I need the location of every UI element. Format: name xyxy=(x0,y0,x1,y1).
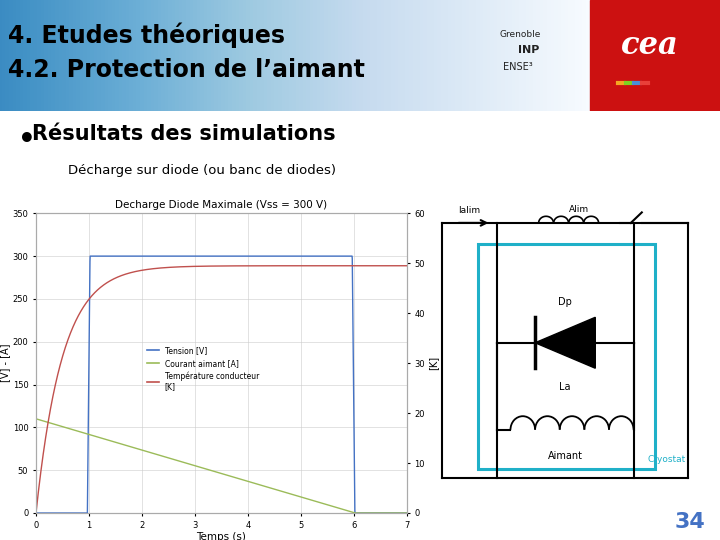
Tension [V] xyxy=(212,253,221,259)
Courant aimant [A] xyxy=(392,510,400,516)
Courant aimant [A] xyxy=(324,502,333,508)
Text: 34: 34 xyxy=(674,512,705,532)
Bar xyxy=(590,0,720,111)
Text: Aimant: Aimant xyxy=(548,451,582,461)
Tension [V] xyxy=(392,510,400,516)
Tension [V] xyxy=(86,253,94,259)
Courant aimant [A] xyxy=(402,510,411,516)
Courant aimant [A] xyxy=(392,510,400,516)
Tension [V] xyxy=(32,510,40,516)
Line: Courant aimant [A]: Courant aimant [A] xyxy=(36,419,407,513)
Tension [V] xyxy=(392,510,400,516)
Tension [V] xyxy=(324,253,333,259)
Y-axis label: [K]: [K] xyxy=(428,356,438,370)
Y-axis label: [V] - [A]: [V] - [A] xyxy=(0,344,9,382)
Courant aimant [A] xyxy=(212,469,220,475)
Text: La: La xyxy=(559,382,571,392)
Bar xyxy=(477,244,655,469)
Text: Grenoble: Grenoble xyxy=(500,30,541,39)
Text: 4.2. Protection de l’aimant: 4.2. Protection de l’aimant xyxy=(8,58,365,83)
Courant aimant [A] xyxy=(32,416,40,422)
Tension [V] xyxy=(202,253,211,259)
Courant aimant [A] xyxy=(351,510,359,516)
Line: Tension [V]: Tension [V] xyxy=(36,256,407,513)
Tension [V] xyxy=(402,510,411,516)
Text: •: • xyxy=(18,126,36,154)
Legend: Tension [V], Courant aimant [A], Température conducteur
[K]: Tension [V], Courant aimant [A], Tempéra… xyxy=(144,343,262,395)
X-axis label: Temps (s): Temps (s) xyxy=(197,532,246,540)
Text: Dp: Dp xyxy=(558,297,572,307)
Courant aimant [A] xyxy=(50,421,59,428)
Text: Cryostat: Cryostat xyxy=(647,455,685,464)
Text: 4. Etudes théoriques: 4. Etudes théoriques xyxy=(8,22,285,48)
Text: INP: INP xyxy=(518,45,539,55)
Text: ENSE³: ENSE³ xyxy=(503,63,533,72)
Tension [V] xyxy=(50,510,59,516)
Text: Décharge sur diode (ou banc de diodes): Décharge sur diode (ou banc de diodes) xyxy=(68,164,336,177)
Text: Alim: Alim xyxy=(569,206,589,214)
Polygon shape xyxy=(535,318,595,368)
Courant aimant [A] xyxy=(202,466,211,472)
Text: Résultats des simulations: Résultats des simulations xyxy=(32,124,336,144)
Title: Decharge Diode Maximale (Vss = 300 V): Decharge Diode Maximale (Vss = 300 V) xyxy=(115,200,328,210)
Text: cea: cea xyxy=(621,30,679,61)
Text: Ialim: Ialim xyxy=(459,206,480,215)
